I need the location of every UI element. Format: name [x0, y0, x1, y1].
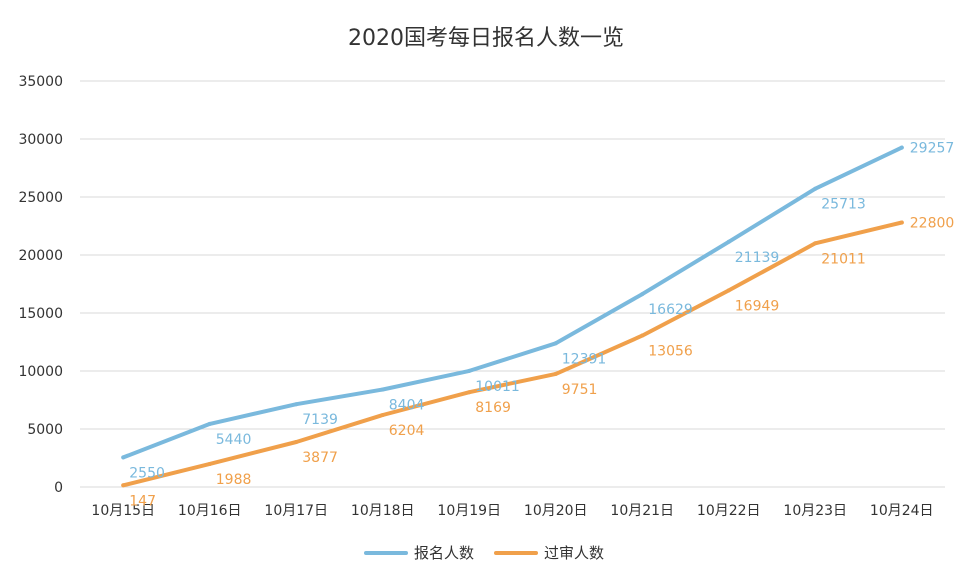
x-tick-label: 10月22日: [697, 503, 761, 519]
series-line-1: [121, 220, 904, 488]
data-label: 16949: [735, 298, 780, 314]
data-point: [207, 421, 212, 426]
data-label: 7139: [302, 412, 338, 428]
data-label: 5440: [216, 432, 252, 448]
data-point: [380, 413, 385, 418]
x-tick-label: 10月17日: [264, 503, 328, 519]
legend-item-1[interactable]: 过审人数: [494, 544, 604, 562]
data-label: 10011: [475, 379, 520, 395]
data-label: 1988: [216, 472, 252, 488]
legend-label: 过审人数: [544, 544, 604, 562]
data-point: [467, 390, 472, 395]
data-label: 2550: [129, 465, 165, 481]
chart-title: 2020国考每日报名人数一览: [348, 26, 624, 51]
data-point: [726, 288, 731, 293]
series-line-0: [121, 145, 904, 460]
y-tick-label: 15000: [18, 306, 63, 322]
data-label: 3877: [302, 450, 338, 466]
data-label: 22800: [910, 216, 955, 232]
data-label: 8404: [389, 398, 425, 414]
data-label: 25713: [821, 197, 866, 213]
y-tick-label: 10000: [18, 364, 63, 380]
data-label: 16629: [648, 302, 693, 318]
data-point: [813, 241, 818, 246]
data-label: 21011: [821, 251, 866, 267]
x-tick-label: 10月15日: [91, 503, 155, 519]
data-point: [553, 341, 558, 346]
x-tick-label: 10月19日: [437, 503, 501, 519]
data-point: [467, 368, 472, 373]
data-point: [640, 292, 645, 297]
data-point: [294, 402, 299, 407]
data-label: 9751: [562, 382, 598, 398]
data-label: 6204: [389, 423, 425, 439]
data-label: 12391: [562, 351, 607, 367]
data-point: [121, 455, 126, 460]
legend-label: 报名人数: [414, 544, 474, 562]
data-labels: 2550 5440 7139 8404 10011 12391 16629 21139 2571…: [129, 141, 954, 510]
data-point: [121, 483, 126, 488]
data-label: 29257: [910, 141, 955, 157]
x-tick-label: 10月23日: [783, 503, 847, 519]
series-lines: [121, 145, 904, 488]
x-tick-label: 10月21日: [610, 503, 674, 519]
x-tick-label: 10月18日: [351, 503, 415, 519]
x-axis-tick-labels: 10月15日 10月16日 10月17日 10月18日 10月19日 10月20日 10月2…: [91, 503, 933, 519]
y-tick-label: 5000: [27, 422, 63, 438]
data-point: [553, 371, 558, 376]
y-axis-tick-labels: 0 5000 10000 15000 20000 25000 30000 35000: [18, 74, 63, 496]
data-point: [294, 440, 299, 445]
data-label: 8169: [475, 400, 511, 416]
gridlines: [80, 80, 945, 488]
y-tick-label: 35000: [18, 74, 63, 90]
y-tick-label: 0: [54, 480, 63, 496]
data-label: 147: [129, 493, 156, 509]
data-label: 21139: [735, 250, 780, 266]
legend-item-0[interactable]: 报名人数: [364, 544, 474, 562]
data-point: [899, 220, 904, 225]
data-label: 13056: [648, 344, 693, 360]
y-tick-label: 20000: [18, 248, 63, 264]
data-point: [207, 461, 212, 466]
y-tick-label: 30000: [18, 132, 63, 148]
data-point: [899, 145, 904, 150]
legend[interactable]: 报名人数 过审人数: [364, 544, 604, 562]
x-tick-label: 10月24日: [870, 503, 934, 519]
y-tick-label: 25000: [18, 190, 63, 206]
data-point: [640, 333, 645, 338]
data-point: [813, 186, 818, 191]
data-point: [380, 387, 385, 392]
data-point: [726, 239, 731, 244]
x-tick-label: 10月16日: [178, 503, 242, 519]
x-tick-label: 10月20日: [524, 503, 588, 519]
